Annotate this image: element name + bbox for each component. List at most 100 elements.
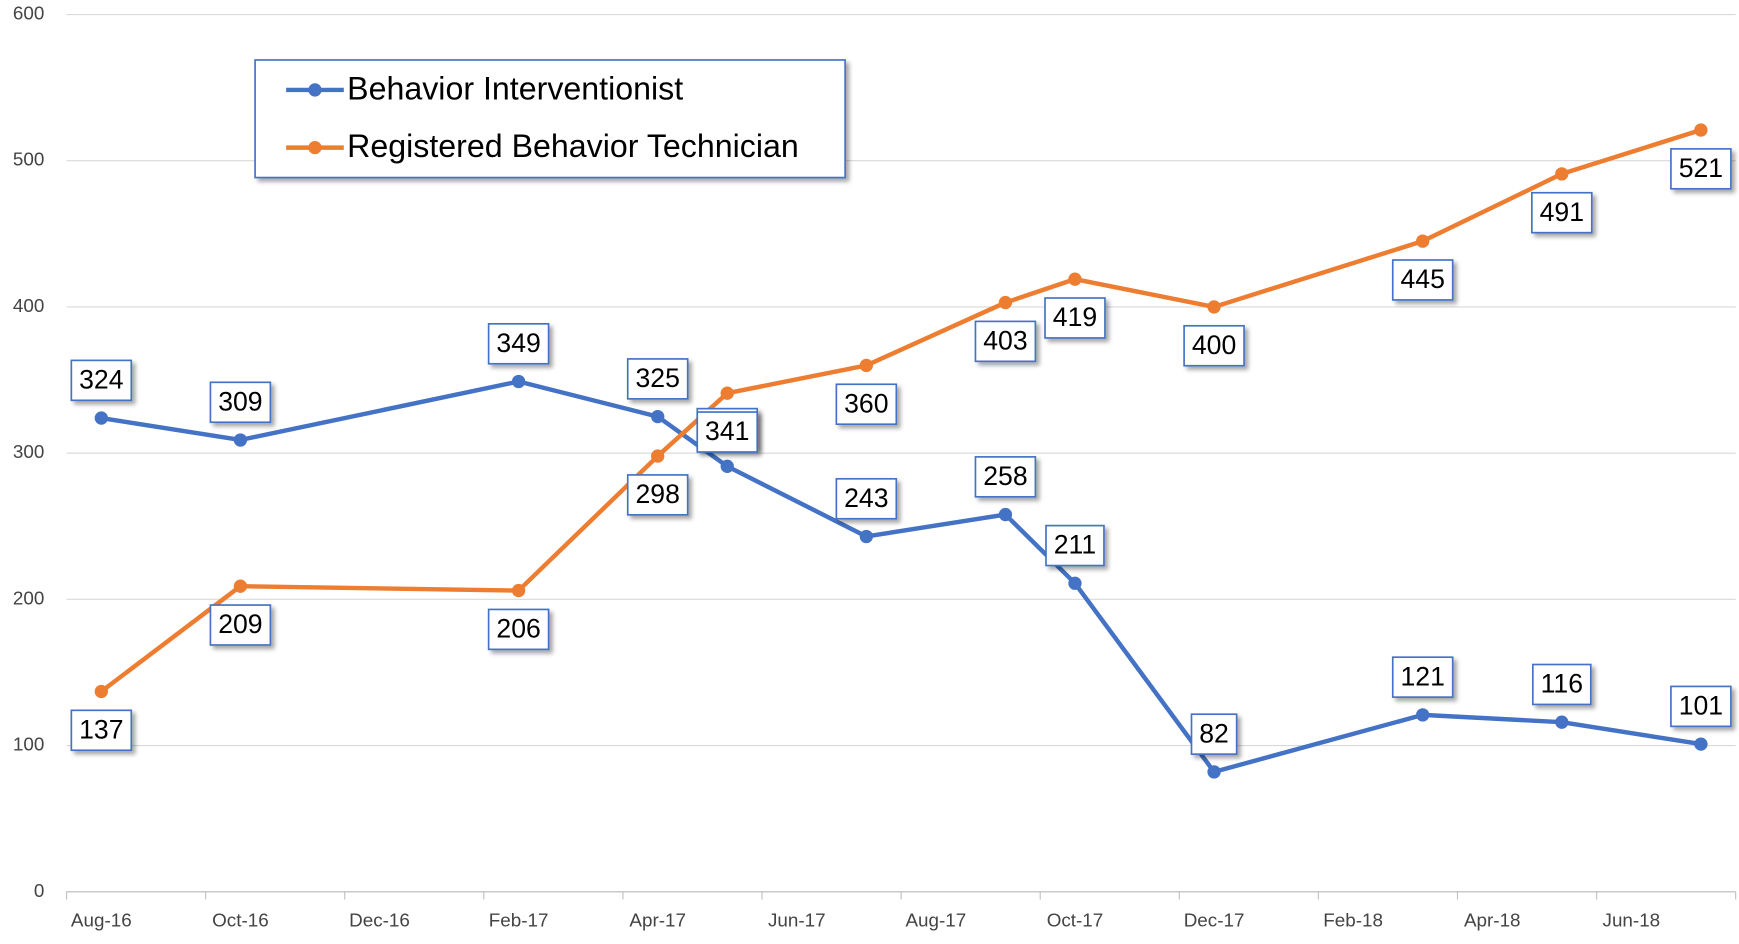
point [1694, 737, 1708, 751]
x-tick-label: Aug-17 [905, 910, 966, 931]
data-label: 211 [1045, 524, 1105, 567]
data-label-text: 400 [1192, 330, 1236, 360]
data-label-text: 403 [983, 326, 1027, 356]
y-tick-label: 600 [13, 2, 44, 23]
x-tick-label: Jun-17 [768, 910, 826, 931]
data-label-box [209, 604, 272, 646]
point [651, 449, 665, 463]
data-label: 243 [835, 477, 898, 520]
point [1555, 167, 1569, 181]
x-tick-label: Apr-17 [629, 910, 686, 931]
point [720, 459, 734, 473]
point [94, 411, 108, 425]
data-label-text: 258 [983, 461, 1027, 491]
data-label-text: 211 [1054, 530, 1096, 560]
y-tick-label: 0 [34, 880, 44, 901]
data-label-text: 137 [79, 714, 123, 744]
legend-marker [308, 83, 322, 97]
data-label-box [70, 709, 133, 752]
data-label-box [70, 359, 133, 402]
data-label-text: 419 [1053, 302, 1097, 332]
data-label-text: 360 [844, 388, 888, 418]
data-label-text: 324 [79, 364, 124, 394]
legend-label: Registered Behavior Technician [347, 128, 799, 164]
data-label: 209 [209, 604, 272, 646]
data-label-text: 349 [496, 328, 540, 358]
data-label-text: 521 [1679, 153, 1723, 183]
point [233, 579, 248, 593]
data-label: 137 [70, 709, 133, 752]
data-label-text: 341 [705, 416, 749, 446]
y-tick-label: 300 [13, 441, 44, 462]
data-label-box [1531, 663, 1592, 706]
y-tick-label: 500 [13, 149, 44, 170]
data-label-text: 325 [635, 363, 679, 393]
data-label-box [487, 323, 550, 365]
data-label-text: 209 [218, 609, 262, 639]
point [94, 684, 108, 699]
point [1207, 300, 1221, 314]
data-label-box [1531, 191, 1593, 234]
data-label-box [1044, 297, 1106, 339]
data-label-box [626, 358, 689, 400]
data-label-box [1183, 324, 1245, 367]
x-tick-label: Feb-17 [489, 910, 549, 931]
data-label-text: 101 [1679, 691, 1723, 721]
data-label-box [487, 608, 550, 651]
data-label-text: 206 [496, 614, 540, 644]
data-label: 101 [1670, 685, 1732, 728]
data-label-box [1391, 656, 1454, 698]
data-label-text: 445 [1401, 264, 1445, 294]
y-tick-label: 100 [13, 734, 44, 755]
data-label-box [835, 383, 898, 426]
data-label: 258 [974, 456, 1037, 498]
point [511, 583, 526, 598]
point [1416, 708, 1430, 722]
data-label-box [974, 456, 1037, 498]
data-label-text: 82 [1199, 718, 1229, 748]
x-tick-label: Oct-17 [1047, 910, 1104, 931]
point [998, 507, 1013, 522]
data-label: 491 [1531, 191, 1593, 234]
x-tick-label: Feb-18 [1323, 910, 1383, 931]
x-tick-label: Apr-18 [1464, 910, 1521, 931]
x-tick-label: Aug-16 [71, 910, 132, 931]
legend-box [254, 59, 846, 179]
data-label-box [1190, 713, 1238, 755]
point [1068, 576, 1082, 590]
legend-label: Behavior Interventionist [347, 71, 683, 107]
x-tick-label: Oct-16 [212, 910, 269, 931]
data-label-text: 243 [844, 483, 888, 513]
data-label: 324 [70, 359, 133, 402]
point [1068, 272, 1082, 286]
legend-marker [308, 140, 322, 155]
data-label-box [626, 474, 689, 516]
data-label: 403 [974, 320, 1037, 363]
data-label: 116 [1531, 663, 1592, 706]
data-label-text: 491 [1540, 197, 1584, 227]
data-label-box [1391, 259, 1454, 301]
data-label-box [835, 477, 898, 520]
point [859, 358, 873, 373]
data-label-box [1670, 685, 1732, 728]
data-label: 341 [696, 411, 759, 453]
point [859, 529, 873, 544]
data-label-box [974, 320, 1037, 363]
series-line [100, 379, 1702, 775]
point [1694, 123, 1708, 137]
data-label: 521 [1670, 148, 1732, 190]
point [1555, 715, 1569, 729]
data-label-box [209, 381, 272, 424]
data-label: 400 [1183, 324, 1245, 367]
data-label-box [1045, 524, 1105, 567]
y-tick-label: 200 [13, 587, 44, 608]
point [1207, 765, 1221, 779]
data-label: 309 [209, 381, 272, 424]
point [998, 295, 1013, 310]
data-label-text: 121 [1401, 661, 1445, 691]
data-label-text: 116 [1541, 669, 1583, 699]
data-label: 298 [626, 474, 689, 516]
data-label-text: 298 [635, 479, 679, 509]
point [651, 409, 665, 424]
